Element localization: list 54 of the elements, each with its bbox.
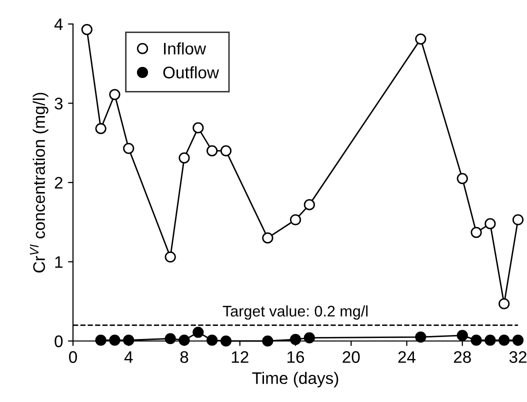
point — [95, 123, 106, 134]
point — [178, 334, 190, 346]
point — [304, 332, 315, 344]
x-tick-label: 16 — [288, 351, 304, 363]
point — [304, 199, 315, 210]
ref-line-label: Target value: 0.2 mg/l — [222, 305, 368, 320]
point — [290, 334, 302, 345]
point — [192, 326, 204, 338]
x-tick-label: 24 — [398, 351, 416, 363]
legend-label: Inflow — [164, 42, 206, 55]
point — [498, 298, 510, 310]
point — [81, 24, 92, 36]
point — [262, 232, 274, 244]
x-tick-label: 28 — [454, 351, 471, 363]
point — [206, 334, 218, 346]
y-tick-label: 1 — [55, 256, 62, 268]
point — [95, 334, 106, 346]
y-tick-label: 0 — [54, 335, 63, 348]
y-tick-label: 2 — [54, 176, 62, 189]
point — [123, 334, 134, 346]
x-tick-label: 8 — [180, 351, 188, 363]
x-axis-title: Time (days) — [252, 372, 338, 388]
x-tick-label: 32 — [509, 351, 526, 363]
point — [470, 226, 482, 238]
legend-label: Outflow — [163, 66, 220, 78]
point — [164, 251, 176, 263]
point — [123, 142, 134, 154]
point — [109, 88, 120, 100]
y-axis-title: Cr$^{VI}$ concentration (mg/l) — [30, 92, 48, 272]
x-tick-label: 20 — [342, 351, 360, 363]
x-tick-label: 4 — [124, 351, 133, 363]
point — [220, 145, 232, 156]
point — [512, 334, 524, 346]
point — [290, 214, 302, 226]
point — [262, 335, 274, 347]
point — [470, 334, 482, 346]
x-tick-label: 12 — [232, 351, 248, 363]
y-tick-label: 3 — [54, 98, 63, 110]
point — [456, 172, 468, 184]
point — [415, 331, 426, 343]
point — [192, 122, 204, 134]
point — [164, 333, 176, 344]
point — [178, 152, 190, 164]
y-tick-label: 4 — [54, 18, 63, 30]
point — [512, 214, 524, 226]
point — [415, 34, 426, 45]
point — [206, 145, 218, 156]
point — [484, 218, 496, 230]
point — [498, 334, 510, 346]
x-tick-label: 0 — [69, 351, 77, 363]
point — [109, 334, 120, 346]
point — [220, 335, 232, 347]
point — [484, 334, 496, 346]
point — [456, 330, 468, 342]
